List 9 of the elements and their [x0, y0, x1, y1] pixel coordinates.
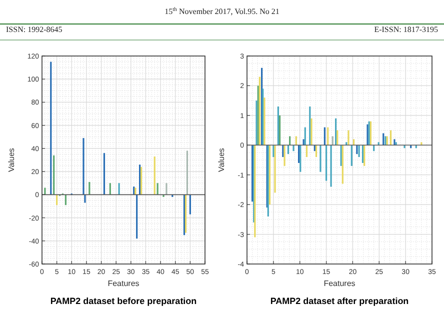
text: E-ISSN: 1817-3195: [374, 25, 438, 34]
x-axis-title: Features: [108, 279, 140, 288]
y-axis-title: Values: [217, 148, 226, 172]
text: 15$^{th}$ November 2017, Vol.95. No 21: [164, 7, 280, 16]
x-axis-title: Features: [324, 279, 356, 288]
text: PAMP2 dataset after preparation: [270, 296, 409, 306]
y-axis-title: Values: [7, 148, 16, 172]
text: PAMP2 dataset before preparation: [50, 296, 197, 306]
text: ISSN: 1992-8645: [6, 25, 62, 34]
